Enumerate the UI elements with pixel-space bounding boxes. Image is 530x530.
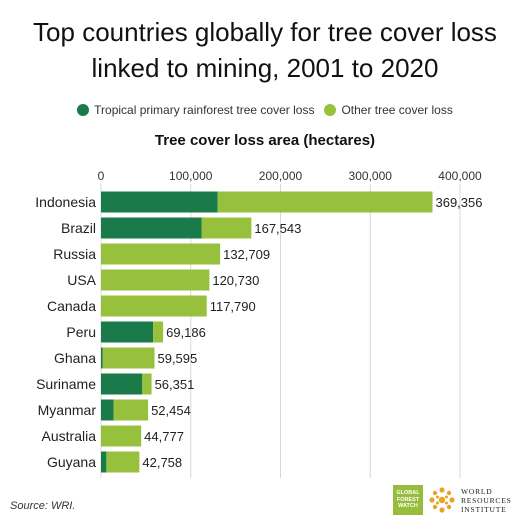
category-label: Indonesia	[35, 194, 96, 210]
total-label: 369,356	[435, 195, 482, 210]
category-label: Peru	[66, 324, 96, 340]
wri-logo-line-3: INSTITUTE	[461, 504, 507, 514]
bar-other	[101, 243, 221, 265]
gfw-logo-line-1: GLOBAL	[396, 490, 420, 497]
category-label: Myanmar	[38, 402, 97, 418]
category-label: Suriname	[36, 376, 96, 392]
legend-swatch-other	[324, 104, 337, 116]
bar-other	[101, 269, 210, 291]
legend-item-primary: Tropical primary rainforest tree cover l…	[77, 103, 314, 117]
wri-logo-line-2: RESOURCES	[461, 495, 512, 505]
x-tick-label: 400,000	[438, 169, 482, 183]
wri-emblem-icon	[429, 487, 455, 513]
category-label: USA	[67, 272, 96, 288]
category-label: Ghana	[54, 350, 96, 366]
bar-other	[106, 451, 140, 473]
total-label: 117,790	[210, 299, 256, 314]
wri-logo: WORLD RESOURCES INSTITUTE	[428, 486, 512, 514]
category-label: Canada	[47, 298, 96, 314]
category-label: Guyana	[47, 454, 96, 470]
x-tick-label: 100,000	[169, 169, 213, 183]
gfw-logo-line-3: WATCH	[398, 503, 418, 510]
bar-other	[217, 191, 433, 213]
total-label: 52,454	[151, 403, 191, 418]
gfw-logo-line-2: FOREST	[396, 496, 420, 503]
title-line-2: linked to mining, 2001 to 2020	[91, 53, 439, 83]
source-note: Source: WRI.	[10, 500, 76, 512]
legend-label-primary: Tropical primary rainforest tree cover l…	[94, 103, 315, 117]
bar-primary	[101, 347, 103, 369]
bar-chart: 0 100,000 200,000 300,000 400,000 Indonesia 36…	[35, 169, 482, 478]
legend-item-other: Other tree cover loss	[324, 103, 453, 117]
bar-other	[101, 425, 142, 447]
chart-title: Top countries globally for tree cover lo…	[0, 14, 530, 86]
x-tick-label: 300,000	[349, 169, 393, 183]
bar-other	[201, 217, 252, 239]
bar-primary	[101, 217, 202, 239]
total-label: 44,777	[144, 429, 184, 444]
bar-other	[153, 321, 164, 343]
bar-other	[113, 399, 149, 421]
total-label: 132,709	[223, 247, 270, 262]
bar-primary	[101, 373, 143, 395]
bar-primary	[101, 321, 154, 343]
category-label: Brazil	[61, 220, 96, 236]
axis-title: Tree cover loss area (hectares)	[154, 132, 376, 149]
x-tick-label: 200,000	[259, 169, 303, 183]
legend-swatch-primary	[77, 104, 90, 116]
legend-label-other: Other tree cover loss	[341, 103, 453, 117]
total-label: 167,543	[254, 221, 301, 236]
bar-other	[102, 347, 155, 369]
bar-other	[142, 373, 152, 395]
x-tick-label: 0	[98, 169, 105, 183]
wri-logo-line-1: WORLD	[461, 486, 493, 496]
gfw-logo: GLOBAL FOREST WATCH	[393, 485, 423, 515]
total-label: 42,758	[142, 455, 182, 470]
bar-other	[101, 295, 207, 317]
total-label: 120,730	[212, 273, 259, 288]
total-label: 69,186	[166, 325, 206, 340]
bar-primary	[101, 399, 114, 421]
bar-primary	[101, 191, 218, 213]
wri-logo-text: WORLD RESOURCES INSTITUTE	[461, 487, 512, 514]
category-label: Australia	[42, 428, 97, 444]
bar-primary	[101, 451, 107, 473]
category-label: Russia	[53, 246, 96, 262]
total-label: 59,595	[157, 351, 197, 366]
total-label: 56,351	[155, 377, 195, 392]
legend: Tropical primary rainforest tree cover l…	[0, 103, 530, 117]
title-line-1: Top countries globally for tree cover lo…	[33, 17, 497, 47]
